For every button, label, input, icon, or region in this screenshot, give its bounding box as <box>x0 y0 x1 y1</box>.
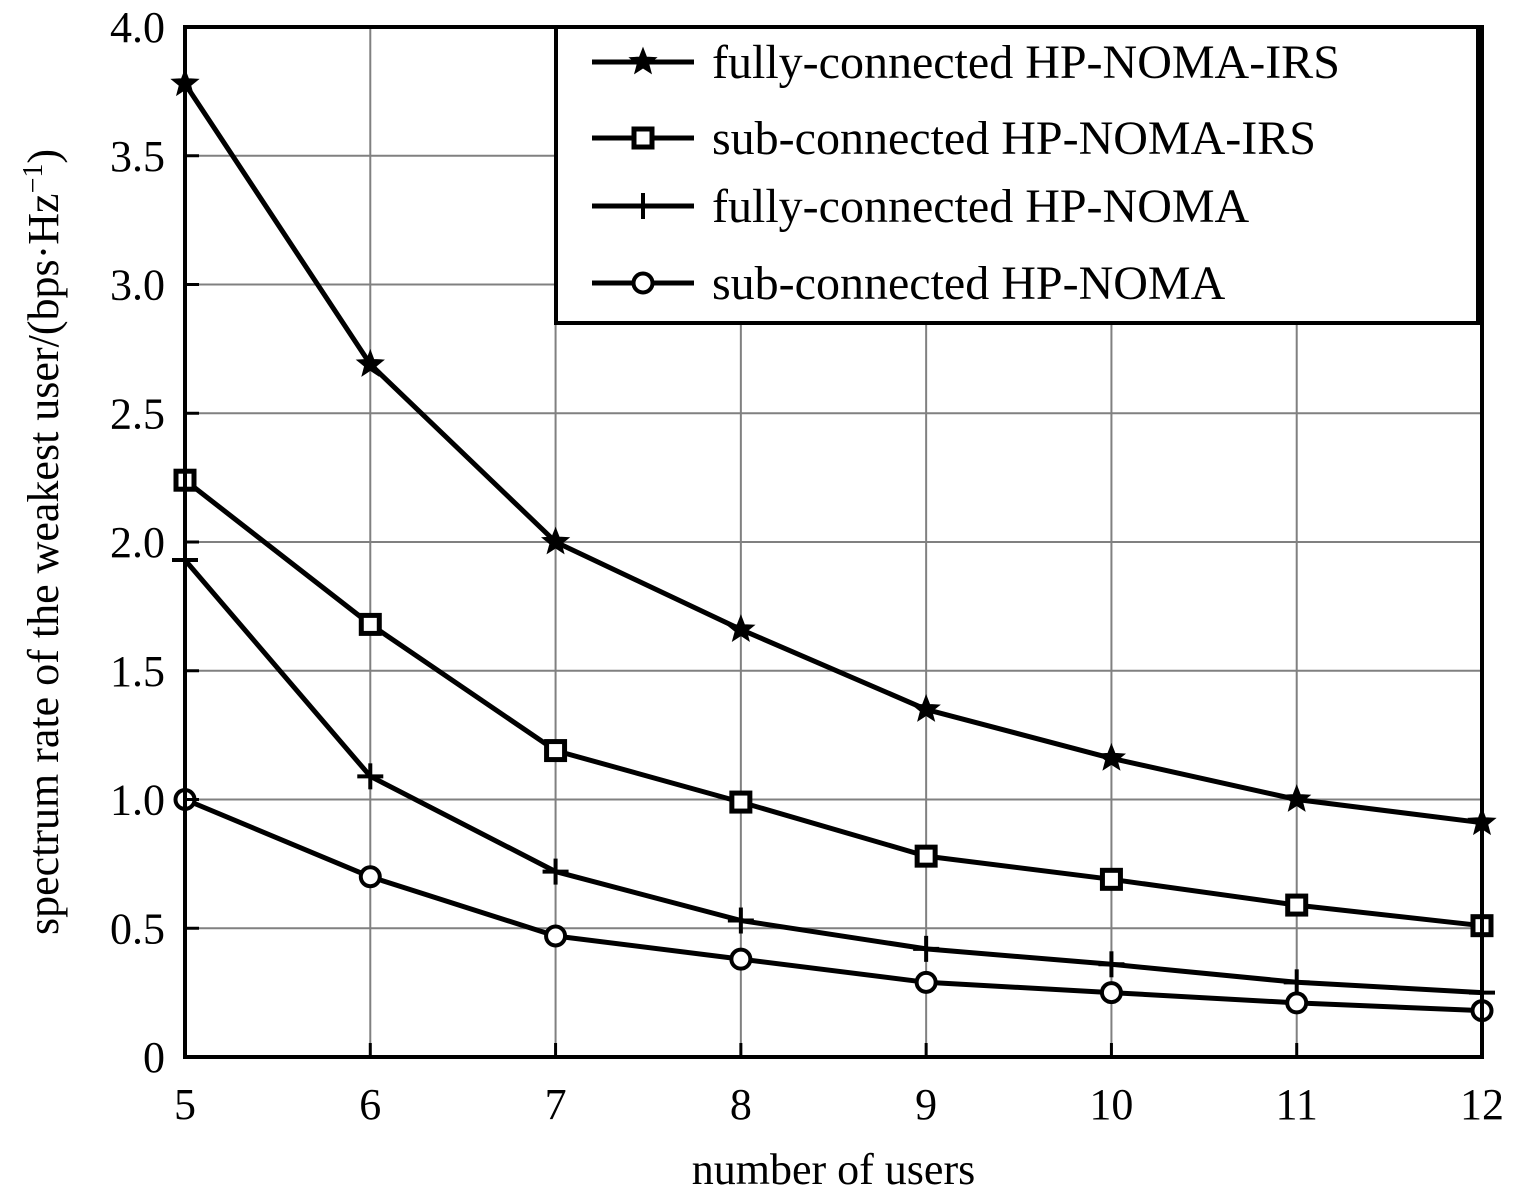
x-tick-label: 10 <box>1089 1080 1133 1129</box>
y-axis-label-close: ) <box>19 149 68 164</box>
legend-label: sub-connected HP-NOMA <box>712 257 1226 310</box>
legend-label: fully-connected HP-NOMA-IRS <box>712 36 1340 89</box>
y-tick-label: 4.0 <box>110 3 165 52</box>
data-point <box>727 907 754 934</box>
y-tick-label: 1.0 <box>110 776 165 825</box>
data-point <box>1096 742 1127 771</box>
x-axis-label: number of users <box>692 1145 976 1194</box>
data-point <box>729 790 753 814</box>
legend-marker <box>628 46 658 75</box>
data-point <box>542 858 569 885</box>
data-point <box>1285 991 1309 1015</box>
y-axis-label-superscript: −1 <box>18 164 49 194</box>
legend-entry: fully-connected HP-NOMA <box>592 180 1250 233</box>
data-point <box>913 935 940 962</box>
series-line <box>183 558 1483 996</box>
y-axis-label: spectrum rate of the weakest user/(bps·H… <box>18 149 68 935</box>
data-point <box>544 739 568 763</box>
series-lines <box>170 68 1497 1023</box>
series-line <box>184 797 1483 1014</box>
x-tick-label: 7 <box>545 1080 567 1129</box>
x-tick-label: 12 <box>1460 1080 1504 1129</box>
data-point <box>1099 867 1123 891</box>
data-point <box>914 970 938 994</box>
legend-entry: fully-connected HP-NOMA-IRS <box>592 36 1340 89</box>
data-point <box>1283 969 1310 996</box>
data-point <box>914 844 938 868</box>
y-axis-label-main: spectrum rate of the weakest user/(bps·H… <box>19 193 68 935</box>
legend-marker <box>630 193 656 219</box>
series-line <box>183 478 1483 929</box>
data-point <box>355 348 385 377</box>
y-tick-labels: 0 0.5 1.0 1.5 2.0 2.5 3.0 3.5 4.0 <box>110 3 199 1082</box>
data-point <box>1098 951 1125 978</box>
legend-box <box>554 25 1480 325</box>
y-tick-label: 2.5 <box>110 389 165 438</box>
x-tick-labels: 5 6 7 8 9 10 11 12 <box>174 1043 1504 1129</box>
data-point <box>358 612 382 636</box>
x-tick-label: 5 <box>174 1080 196 1129</box>
y-tick-label: 1.5 <box>110 647 165 696</box>
legend-marker <box>631 271 655 295</box>
legend: fully-connected HP-NOMA-IRS sub-connected… <box>554 25 1480 325</box>
series-line <box>182 82 1483 826</box>
legend-label: sub-connected HP-NOMA-IRS <box>712 112 1316 165</box>
data-point <box>726 614 756 643</box>
legend-entry: sub-connected HP-NOMA <box>592 257 1226 310</box>
y-tick-label: 0 <box>143 1033 165 1082</box>
x-tick-label: 6 <box>359 1080 381 1129</box>
data-point <box>1285 893 1309 917</box>
y-tick-label: 3.5 <box>110 132 165 181</box>
legend-marker <box>631 126 655 150</box>
data-point <box>544 924 568 948</box>
y-tick-label: 3.0 <box>110 261 165 310</box>
x-tick-label: 8 <box>730 1080 752 1129</box>
data-point <box>1099 981 1123 1005</box>
data-point <box>540 526 571 555</box>
data-point <box>911 694 941 722</box>
legend-label: fully-connected HP-NOMA <box>712 180 1250 233</box>
y-tick-label: 0.5 <box>110 904 165 953</box>
data-point <box>358 865 382 889</box>
x-tick-label: 11 <box>1276 1080 1318 1129</box>
data-point <box>729 947 753 971</box>
data-point <box>1282 784 1312 812</box>
data-point <box>357 763 384 790</box>
legend-entry: sub-connected HP-NOMA-IRS <box>592 112 1316 165</box>
x-tick-label: 9 <box>915 1080 937 1129</box>
y-tick-label: 2.0 <box>110 518 165 567</box>
